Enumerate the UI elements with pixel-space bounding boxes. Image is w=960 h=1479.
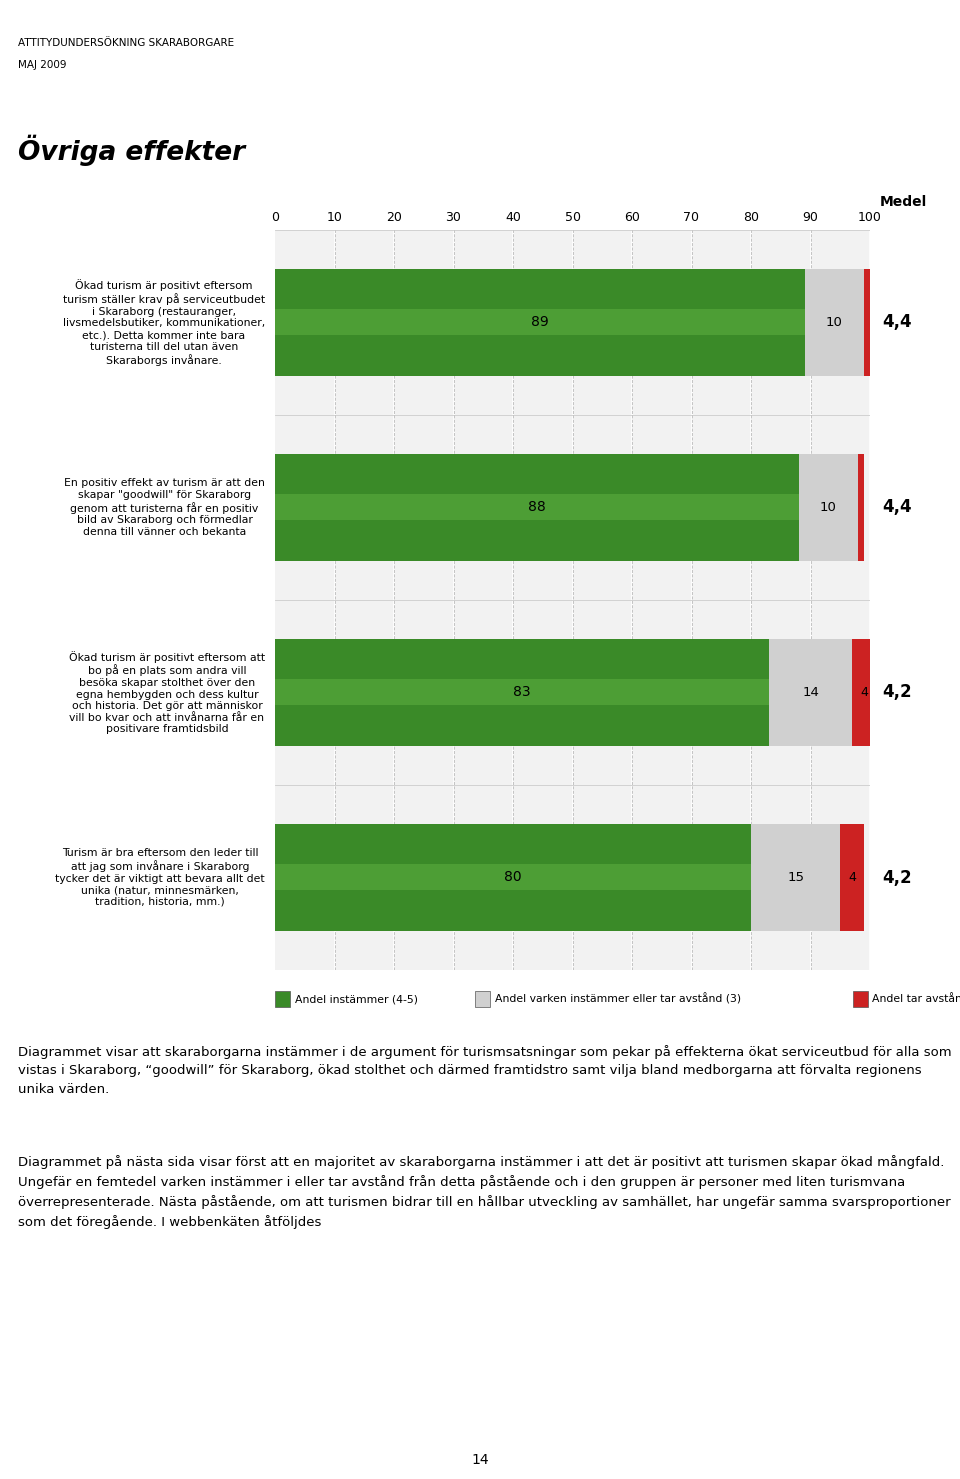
Text: 15: 15: [787, 871, 804, 884]
Text: MAJ 2009: MAJ 2009: [18, 61, 66, 70]
Text: 14: 14: [471, 1452, 489, 1467]
Bar: [864, 269, 870, 376]
Bar: [275, 679, 769, 705]
Bar: [275, 824, 751, 932]
Text: 80: 80: [504, 871, 522, 884]
Bar: [275, 639, 769, 745]
Bar: [275, 991, 290, 1007]
Text: 4,4: 4,4: [882, 498, 912, 516]
Text: 4,2: 4,2: [882, 683, 912, 701]
Bar: [275, 494, 799, 521]
Text: Andel tar avstånd (1-2): Andel tar avstånd (1-2): [873, 994, 960, 1004]
Bar: [804, 269, 864, 376]
Bar: [751, 824, 840, 932]
Bar: [840, 824, 864, 932]
Bar: [858, 454, 864, 561]
Text: 14: 14: [802, 686, 819, 700]
Text: Diagrammet på nästa sida visar först att en majoritet av skaraborgarna instämmer: Diagrammet på nästa sida visar först att…: [18, 1155, 950, 1229]
Bar: [852, 639, 876, 745]
Text: Ökad turism är positivt eftersom att
bo på en plats som andra vill
besöka skapar: Ökad turism är positivt eftersom att bo …: [69, 651, 265, 735]
Text: 4: 4: [860, 686, 868, 700]
Bar: [852, 991, 868, 1007]
Bar: [475, 991, 490, 1007]
Text: 10: 10: [826, 317, 843, 328]
Bar: [275, 309, 804, 336]
Bar: [799, 454, 858, 561]
Text: ATTITYDUNDERSÖKNING SKARABORGARE: ATTITYDUNDERSÖKNING SKARABORGARE: [18, 38, 234, 47]
Text: Medel: Medel: [880, 195, 927, 209]
Text: Andel instämmer (4-5): Andel instämmer (4-5): [295, 994, 418, 1004]
Text: 10: 10: [820, 501, 837, 515]
Text: Ökad turism är positivt eftersom
turism ställer krav på serviceutbudet
i Skarabo: Ökad turism är positivt eftersom turism …: [62, 280, 265, 365]
Text: 83: 83: [513, 685, 531, 700]
Text: 4: 4: [849, 871, 856, 884]
Text: En positiv effekt av turism är att den
skapar "goodwill" för Skaraborg
genom att: En positiv effekt av turism är att den s…: [64, 478, 265, 537]
Text: Övriga effekter: Övriga effekter: [18, 135, 245, 166]
Text: Andel varken instämmer eller tar avstånd (3): Andel varken instämmer eller tar avstånd…: [494, 994, 741, 1004]
Text: 88: 88: [528, 500, 545, 515]
Text: Diagrammet visar att skaraborgarna instämmer i de argument för turismsatsningar : Diagrammet visar att skaraborgarna instä…: [18, 1046, 951, 1096]
Bar: [769, 639, 852, 745]
Text: 4,2: 4,2: [882, 868, 912, 886]
Text: 89: 89: [531, 315, 549, 330]
Text: Turism är bra eftersom den leder till
att jag som invånare i Skaraborg
tycker de: Turism är bra eftersom den leder till at…: [56, 847, 265, 907]
Bar: [275, 454, 799, 561]
Text: 4,4: 4,4: [882, 314, 912, 331]
Bar: [275, 269, 804, 376]
Bar: [275, 864, 751, 890]
